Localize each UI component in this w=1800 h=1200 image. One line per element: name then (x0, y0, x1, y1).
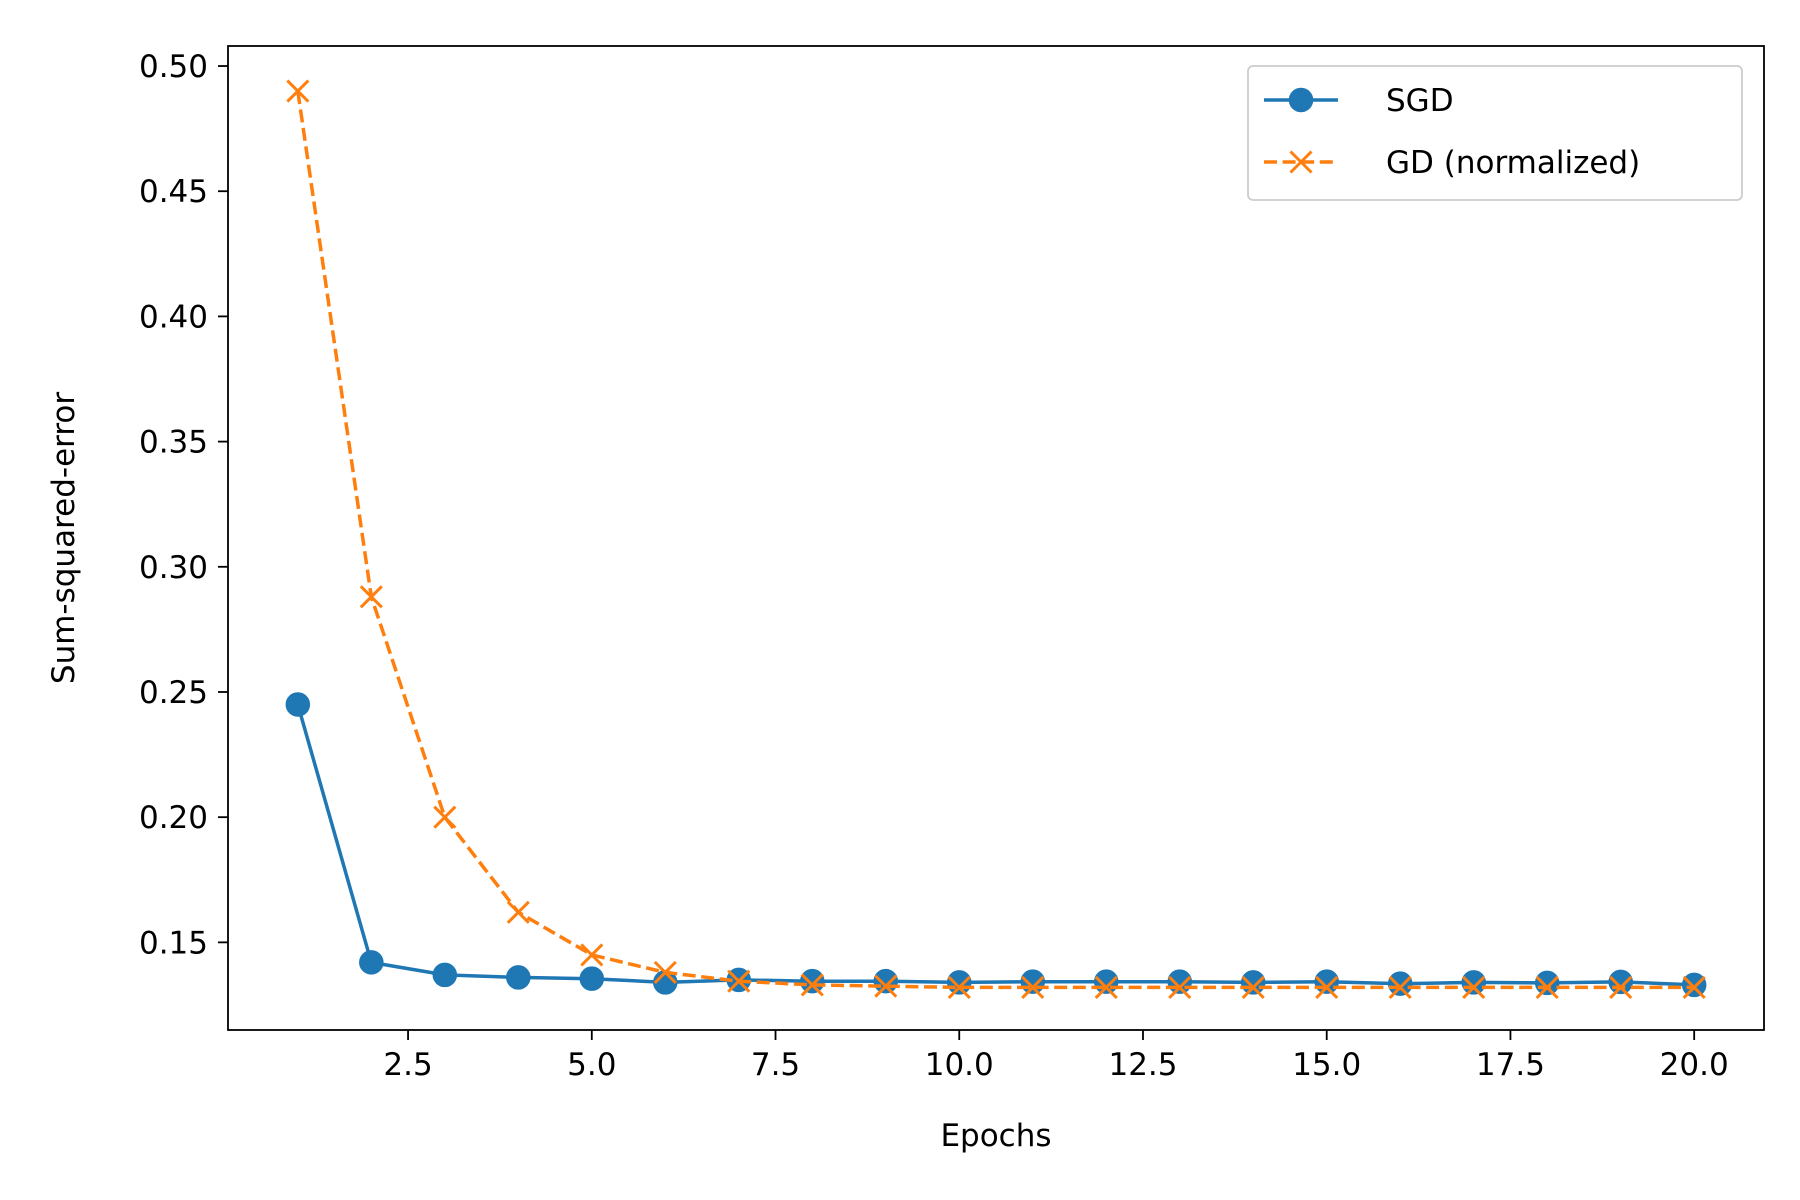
data-point-gd-normalized (580, 943, 604, 967)
x-axis-label: Epochs (940, 1118, 1051, 1154)
data-point-gd-normalized (1388, 975, 1412, 999)
x-tick-label: 10.0 (925, 1047, 994, 1083)
data-point-sgd (285, 692, 311, 717)
legend-label-sgd: SGD (1386, 83, 1454, 119)
x-tick-label: 5.0 (567, 1047, 616, 1083)
data-point-sgd (1093, 969, 1119, 994)
y-axis-label: Sum-squared-error (46, 392, 82, 684)
legend-marker-sgd (1288, 87, 1314, 113)
data-point-sgd (1534, 970, 1560, 996)
data-point-gd-normalized (1535, 975, 1559, 999)
x-tick-label: 2.5 (383, 1047, 432, 1083)
data-point-sgd (1314, 969, 1339, 994)
data-point-gd-normalized (1315, 975, 1339, 999)
x-tick-label: 17.5 (1476, 1047, 1545, 1083)
legend-marker-gd-normalized (1289, 150, 1313, 174)
y-tick-label: 0.35 (139, 425, 208, 461)
data-point-gd-normalized (947, 975, 971, 999)
data-point-sgd (579, 966, 605, 991)
data-point-sgd (1387, 971, 1413, 996)
data-point-sgd (1020, 969, 1045, 994)
data-point-sgd (1167, 969, 1192, 994)
legend-label-gd-normalized: GD (normalized) (1386, 145, 1640, 181)
data-point-sgd (800, 968, 825, 994)
data-point-gd-normalized (1021, 975, 1045, 999)
data-point-gd-normalized (506, 900, 530, 924)
y-tick-label: 0.20 (139, 800, 208, 836)
y-tick-label: 0.25 (139, 675, 208, 711)
data-point-gd-normalized (727, 969, 751, 993)
data-point-gd-normalized (874, 974, 898, 998)
data-point-gd-normalized (1241, 975, 1265, 999)
x-axis: 2.5 5.0 7.5 10.0 12.5 15.0 17.5 20.0 (383, 1030, 1729, 1083)
data-point-sgd (873, 968, 899, 994)
x-tick-label: 12.5 (1108, 1047, 1177, 1083)
y-tick-label: 0.15 (139, 925, 208, 961)
legend: SGD GD (normalized) (1247, 65, 1743, 201)
legend-box (1247, 65, 1743, 201)
data-point-sgd (506, 965, 531, 990)
series-gd-normalized (286, 79, 1706, 999)
data-point-gd-normalized (1094, 975, 1118, 999)
series-line-sgd (296, 704, 1695, 987)
y-tick-label: 0.50 (139, 49, 208, 85)
data-point-gd-normalized (653, 960, 677, 984)
data-point-sgd (432, 962, 458, 988)
data-point-sgd (359, 950, 384, 975)
data-point-gd-normalized (800, 973, 824, 997)
y-tick-label: 0.40 (139, 299, 208, 335)
data-point-gd-normalized (1609, 975, 1633, 999)
x-tick-label: 15.0 (1292, 1047, 1361, 1083)
series-line-gd-normalized (296, 90, 1695, 990)
data-point-sgd (947, 970, 972, 995)
data-point-gd-normalized (359, 585, 383, 609)
y-tick-label: 0.45 (139, 174, 208, 210)
data-point-gd-normalized (433, 805, 457, 829)
data-point-sgd (1461, 970, 1486, 995)
y-axis: 0.15 0.20 0.25 0.30 0.35 0.40 0.45 0.50 (139, 49, 228, 961)
x-tick-label: 20.0 (1660, 1047, 1729, 1083)
data-point-gd-normalized (286, 79, 310, 103)
data-point-sgd (1240, 970, 1266, 995)
data-point-gd-normalized (1462, 975, 1486, 999)
data-point-sgd (1608, 969, 1633, 995)
data-point-gd-normalized (1168, 975, 1192, 999)
y-tick-label: 0.30 (139, 550, 208, 586)
x-tick-label: 7.5 (751, 1047, 800, 1083)
data-point-sgd (1681, 972, 1707, 998)
plot-area-frame (227, 45, 1765, 1031)
series-layer (285, 79, 1707, 999)
data-point-gd-normalized (1682, 975, 1706, 999)
